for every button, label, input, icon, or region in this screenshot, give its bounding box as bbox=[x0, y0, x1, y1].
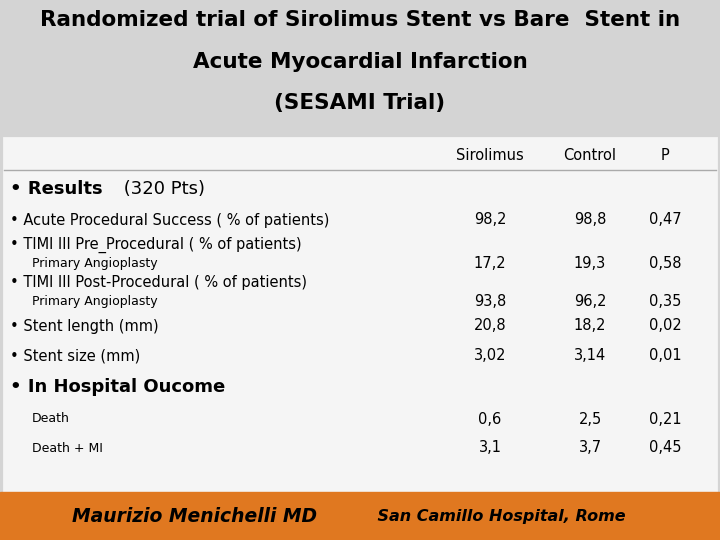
Text: Sirolimus: Sirolimus bbox=[456, 148, 524, 163]
Text: 0,02: 0,02 bbox=[649, 319, 681, 334]
Text: • Stent length (mm): • Stent length (mm) bbox=[10, 319, 158, 334]
Text: 0,58: 0,58 bbox=[649, 256, 681, 272]
Text: 0,21: 0,21 bbox=[649, 411, 681, 427]
Text: 19,3: 19,3 bbox=[574, 256, 606, 272]
Text: 20,8: 20,8 bbox=[474, 319, 506, 334]
Text: Primary Angioplasty: Primary Angioplasty bbox=[32, 295, 158, 308]
Text: • TIMI III Pre_Procedural ( % of patients): • TIMI III Pre_Procedural ( % of patient… bbox=[10, 237, 302, 253]
Text: • In Hospital Oucome: • In Hospital Oucome bbox=[10, 379, 225, 396]
Text: 0,01: 0,01 bbox=[649, 348, 681, 363]
Text: 3,02: 3,02 bbox=[474, 348, 506, 363]
Text: Maurizio Menichelli MD: Maurizio Menichelli MD bbox=[73, 507, 318, 525]
Text: • Stent size (mm): • Stent size (mm) bbox=[10, 348, 140, 363]
Text: 18,2: 18,2 bbox=[574, 319, 606, 334]
Bar bbox=[0, 492, 720, 540]
Text: (SESAMI Trial): (SESAMI Trial) bbox=[274, 93, 446, 113]
Text: 2,5: 2,5 bbox=[578, 411, 602, 427]
Text: 98,2: 98,2 bbox=[474, 213, 506, 227]
Text: 93,8: 93,8 bbox=[474, 294, 506, 309]
Bar bbox=[4, 138, 716, 492]
Text: 3,1: 3,1 bbox=[479, 441, 502, 456]
Text: 0,47: 0,47 bbox=[649, 213, 681, 227]
Text: 96,2: 96,2 bbox=[574, 294, 606, 309]
Text: (320 Pts): (320 Pts) bbox=[118, 179, 205, 198]
Text: 3,14: 3,14 bbox=[574, 348, 606, 363]
Text: • Results: • Results bbox=[10, 179, 103, 198]
Text: 98,8: 98,8 bbox=[574, 213, 606, 227]
Text: Randomized trial of Sirolimus Stent vs Bare  Stent in: Randomized trial of Sirolimus Stent vs B… bbox=[40, 10, 680, 30]
Text: 0,45: 0,45 bbox=[649, 441, 681, 456]
Text: • TIMI III Post-Procedural ( % of patients): • TIMI III Post-Procedural ( % of patien… bbox=[10, 275, 307, 291]
Text: 0,35: 0,35 bbox=[649, 294, 681, 309]
Text: 0,6: 0,6 bbox=[478, 411, 502, 427]
Text: Death + MI: Death + MI bbox=[32, 442, 103, 455]
Text: 3,7: 3,7 bbox=[578, 441, 602, 456]
Text: P: P bbox=[661, 148, 670, 163]
Text: 17,2: 17,2 bbox=[474, 256, 506, 272]
Text: Control: Control bbox=[564, 148, 616, 163]
Text: Death: Death bbox=[32, 413, 70, 426]
Text: Acute Myocardial Infarction: Acute Myocardial Infarction bbox=[193, 52, 527, 72]
Text: San Camillo Hospital, Rome: San Camillo Hospital, Rome bbox=[355, 509, 625, 523]
Text: • Acute Procedural Success ( % of patients): • Acute Procedural Success ( % of patien… bbox=[10, 213, 329, 227]
Text: Primary Angioplasty: Primary Angioplasty bbox=[32, 258, 158, 271]
